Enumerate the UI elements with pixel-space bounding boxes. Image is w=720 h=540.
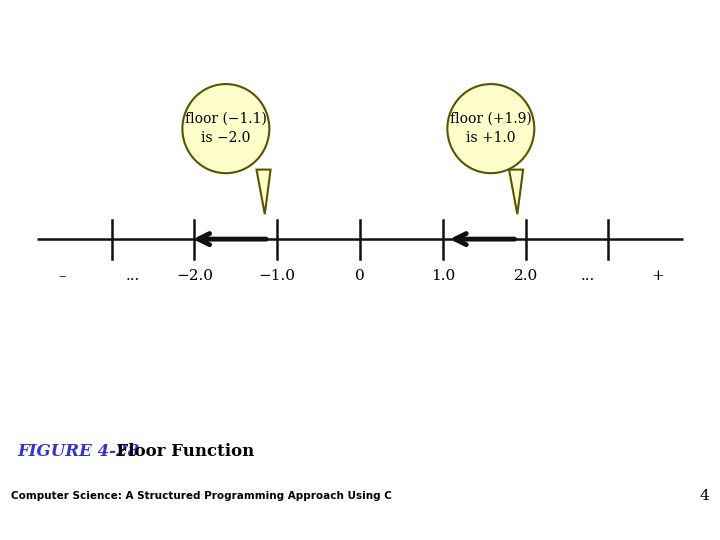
Text: ...: ... [125, 269, 140, 284]
Text: +: + [652, 269, 665, 284]
Text: 4: 4 [699, 489, 709, 503]
Text: Computer Science: A Structured Programming Approach Using C: Computer Science: A Structured Programmi… [11, 491, 392, 501]
Text: FIGURE 4-28: FIGURE 4-28 [18, 443, 140, 461]
Text: floor (−1.1)
is −2.0: floor (−1.1) is −2.0 [185, 112, 267, 145]
Text: Floor Function: Floor Function [105, 443, 254, 461]
Ellipse shape [182, 84, 269, 173]
Text: −1.0: −1.0 [258, 269, 296, 284]
Text: 0: 0 [355, 269, 365, 284]
Polygon shape [256, 170, 271, 214]
Text: 1.0: 1.0 [431, 269, 455, 284]
Text: –: – [58, 269, 66, 284]
Polygon shape [509, 170, 523, 214]
Text: floor (+1.9)
is +1.0: floor (+1.9) is +1.0 [450, 112, 531, 145]
Text: 2.0: 2.0 [513, 269, 538, 284]
Text: ...: ... [580, 269, 595, 284]
Text: −2.0: −2.0 [176, 269, 213, 284]
Ellipse shape [447, 84, 534, 173]
